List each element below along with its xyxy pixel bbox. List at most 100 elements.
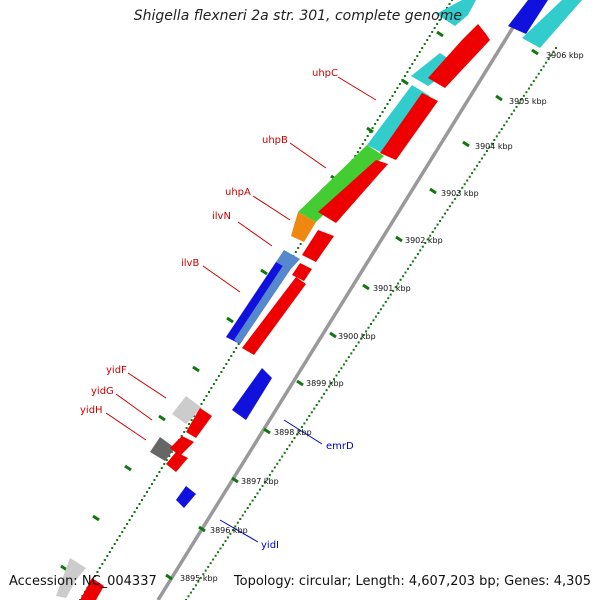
forward-genes (56, 0, 476, 598)
track-dot (121, 531, 124, 533)
scale-tick (165, 573, 173, 581)
track-dot (273, 466, 276, 469)
gene-label-lines (105, 76, 377, 543)
genome-backbone (156, 0, 532, 600)
gene-red-7[interactable] (186, 408, 212, 438)
track-dot (389, 293, 392, 296)
scale-tick (198, 525, 206, 533)
gene-top-cyan[interactable] (436, 0, 476, 26)
gene-yidH-box[interactable] (150, 437, 175, 461)
track-dot (217, 375, 220, 377)
track-dot (237, 343, 240, 345)
scale-tick (231, 476, 239, 484)
track-dot (214, 554, 217, 557)
genome-title: Shigella flexneri 2a str. 301, complete … (133, 8, 462, 24)
track-dot (203, 399, 205, 401)
gene-uhpB-box[interactable] (298, 145, 384, 222)
gene-red-3[interactable] (318, 160, 388, 223)
scale-tick (296, 379, 304, 387)
gene-label-emrD[interactable]: emrD (326, 441, 354, 452)
track-dot (192, 588, 195, 590)
track-dot (424, 242, 427, 244)
gene-label-yidI[interactable]: yidI (261, 540, 279, 551)
track-dot (446, 7, 448, 9)
gene-label-ilvB[interactable]: ilvB (181, 258, 199, 269)
track-dot (197, 580, 200, 583)
outer-tick (401, 78, 409, 86)
gene-red-6[interactable] (242, 277, 306, 355)
track-dot (416, 253, 419, 256)
gene-red-5[interactable] (292, 263, 312, 281)
gene-uhpA-box[interactable] (291, 212, 316, 242)
track-dot (185, 427, 188, 429)
gene-red-4[interactable] (302, 230, 334, 262)
track-dot (433, 27, 436, 29)
gene-emrD-box[interactable] (232, 368, 272, 420)
track-dot (495, 135, 498, 138)
track-dot (490, 142, 493, 145)
track-dot (522, 94, 525, 97)
gene-label-yidF[interactable]: yidF (106, 365, 127, 376)
track-dot (406, 71, 409, 73)
gene-uhpC-box[interactable] (367, 85, 430, 155)
outer-tick (124, 464, 132, 472)
track-dot (239, 518, 242, 520)
gene-right-blue[interactable] (508, 0, 548, 34)
track-dot (202, 573, 205, 576)
track-dot (419, 249, 422, 252)
track-dot (111, 547, 114, 549)
track-dot (222, 543, 224, 546)
gene-label-ilvN[interactable]: ilvN (212, 211, 231, 222)
track-dot (148, 487, 151, 489)
gene-ilvN-box[interactable] (276, 250, 300, 270)
track-dot (384, 107, 386, 109)
track-dot (141, 499, 143, 501)
track-dot (392, 289, 395, 292)
gene-red-bottom[interactable] (80, 578, 104, 600)
track-dot (532, 80, 535, 83)
track-dot (374, 315, 377, 318)
scale-tick (362, 283, 370, 291)
gene-label-uhpA[interactable]: uhpA (225, 187, 251, 198)
gene-right-cyan[interactable] (522, 0, 582, 48)
gene-label-uhpB[interactable]: uhpB (262, 135, 288, 146)
gene-red-1[interactable] (428, 24, 490, 88)
track-dot (254, 496, 257, 498)
gene-label-yidG[interactable]: yidG (91, 386, 114, 397)
outer-tick (366, 126, 374, 134)
gene-bottom-gray[interactable] (56, 558, 86, 598)
track-dot (364, 139, 367, 141)
track-dot (325, 389, 328, 392)
track-dot (371, 127, 374, 129)
track-dot (456, 194, 459, 197)
tick-label: 3898 kbp (274, 428, 312, 437)
tick-label: 3897 kbp (241, 477, 279, 486)
outer-tick (226, 316, 234, 324)
scale-labels: 3895 kbp 3896 kbp 3897 kbp 3898 kbp 3899… (180, 51, 584, 583)
track-dot (448, 205, 451, 208)
gene-red-8[interactable] (170, 436, 194, 456)
scale-tick (462, 140, 470, 148)
gene-yidI-box[interactable] (176, 486, 196, 508)
track-dot (249, 503, 252, 506)
track-dot (461, 186, 464, 189)
track-dot (407, 267, 409, 270)
track-dot (429, 234, 432, 237)
track-dot (271, 470, 274, 473)
track-dot (217, 551, 220, 554)
gene-label-yidH[interactable]: yidH (80, 405, 103, 416)
track-dot (409, 264, 412, 267)
track-dot (251, 499, 254, 502)
track-dot (208, 391, 210, 393)
gene-red-2[interactable] (380, 93, 438, 160)
tick-label: 3899 kbp (306, 379, 344, 388)
gene-red-9[interactable] (166, 452, 188, 472)
track-dot (431, 231, 434, 233)
gene-yidF-box[interactable] (172, 396, 202, 424)
gene-ilvB-inner (234, 264, 290, 344)
track-dot (498, 131, 501, 134)
track-dot (126, 523, 129, 525)
track-dot (229, 532, 232, 535)
gene-label-uhpC[interactable]: uhpC (312, 68, 338, 79)
track-dot (438, 19, 441, 21)
